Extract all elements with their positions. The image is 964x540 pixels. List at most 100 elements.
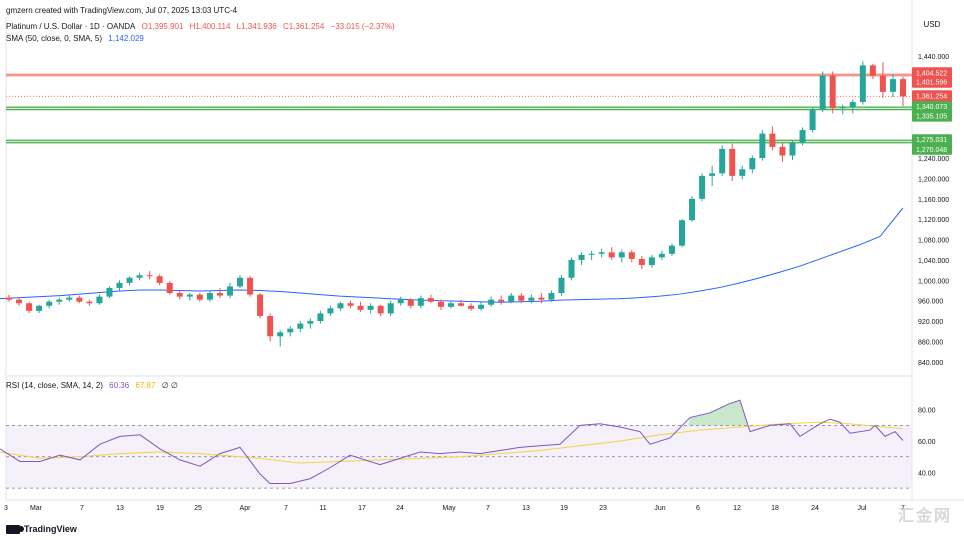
candle-body bbox=[799, 130, 806, 143]
candle-body bbox=[96, 296, 103, 304]
candle-body bbox=[869, 65, 876, 76]
candle-body bbox=[56, 299, 63, 302]
currency-button[interactable]: USD bbox=[923, 20, 941, 29]
time-tick-label: Mar bbox=[30, 505, 43, 512]
price-label-text: 1,340.073 bbox=[916, 104, 947, 111]
candle-body bbox=[568, 259, 575, 278]
candle-body bbox=[16, 299, 23, 304]
candle-body bbox=[538, 297, 545, 300]
price-label-text: 1,404.522 bbox=[916, 70, 947, 77]
price-label-text: 1,401.596 bbox=[916, 80, 947, 87]
price-label-bg bbox=[912, 143, 952, 155]
price-label-text: 1,335.105 bbox=[916, 114, 947, 121]
candle-body bbox=[6, 297, 12, 300]
candle-body bbox=[176, 293, 183, 297]
price-tick-label: 1,200.000 bbox=[918, 176, 949, 183]
candle-body bbox=[498, 299, 505, 302]
time-tick-label: 19 bbox=[156, 505, 164, 512]
ohlc-close: C1,361.254 bbox=[282, 22, 325, 31]
candle-body bbox=[839, 107, 846, 109]
brand-text: TradingView bbox=[24, 524, 77, 534]
time-tick-label: 18 bbox=[771, 505, 779, 512]
price-tick-label: 1,040.000 bbox=[918, 258, 949, 265]
symbol-name[interactable]: Platinum / U.S. Dollar · 1D · OANDA bbox=[6, 22, 136, 31]
candle-body bbox=[658, 253, 665, 258]
price-label-bg bbox=[912, 101, 952, 113]
symbol-header: Platinum / U.S. Dollar · 1D · OANDA O1,3… bbox=[6, 22, 399, 32]
candle-body bbox=[548, 293, 555, 300]
candle-body bbox=[337, 303, 344, 309]
rsi-legend[interactable]: RSI (14, close, SMA, 14, 2) 60.36 67.87 … bbox=[6, 381, 182, 391]
candle-body bbox=[146, 275, 153, 277]
time-tick-label: Jun bbox=[654, 505, 665, 512]
time-tick-label: 25 bbox=[194, 505, 202, 512]
candle-body bbox=[528, 297, 535, 301]
candle-body bbox=[367, 305, 374, 310]
candle-body bbox=[809, 109, 816, 131]
candle-body bbox=[889, 79, 896, 92]
candle-body bbox=[679, 220, 686, 246]
candle-body bbox=[377, 305, 384, 314]
candle-body bbox=[588, 253, 595, 255]
candle-body bbox=[106, 287, 113, 297]
candle-body bbox=[86, 301, 93, 304]
candle-body bbox=[317, 313, 324, 322]
sma-legend[interactable]: SMA (50, close, 0, SMA, 5) 1,142.029 bbox=[6, 34, 148, 44]
tradingview-icon bbox=[6, 524, 24, 534]
price-tick-label: 1,080.000 bbox=[918, 238, 949, 245]
watermark: 汇金网 bbox=[897, 508, 952, 525]
candle-body bbox=[186, 294, 193, 297]
price-label-text: 1,361.254 bbox=[916, 93, 947, 100]
time-tick-label: 7 bbox=[486, 505, 490, 512]
candle-body bbox=[618, 252, 625, 258]
candle-body bbox=[247, 277, 254, 295]
time-tick-label: 24 bbox=[396, 505, 404, 512]
rsi-tick-label: 60.00 bbox=[918, 439, 936, 446]
candle-body bbox=[668, 245, 675, 254]
zone-band bbox=[6, 107, 912, 110]
candle-body bbox=[699, 175, 706, 199]
price-label-text: 1,275.031 bbox=[916, 137, 947, 144]
rsi-tick-label: 80.00 bbox=[918, 408, 936, 415]
candle-body bbox=[26, 303, 33, 311]
candle-body bbox=[417, 298, 424, 306]
rsi-line bbox=[0, 399, 904, 484]
ohlc-low: L1,341.936 bbox=[236, 22, 277, 31]
sma-line bbox=[0, 207, 904, 303]
candle-body bbox=[859, 65, 866, 103]
rsi-overbought-fill bbox=[688, 400, 748, 426]
candle-body bbox=[578, 254, 585, 260]
zone-band bbox=[6, 74, 912, 76]
rsi-tick-label: 40.00 bbox=[918, 470, 936, 477]
chart-credit: gmzern created with TradingView.com, Jul… bbox=[6, 6, 238, 15]
time-tick-label: 23 bbox=[599, 505, 607, 512]
candle-body bbox=[196, 294, 203, 300]
candle-body bbox=[257, 294, 264, 316]
candle-body bbox=[458, 303, 465, 306]
rsi-extra: ∅ ∅ bbox=[161, 381, 178, 390]
price-tick-label: 1,240.000 bbox=[918, 156, 949, 163]
candle-body bbox=[558, 277, 565, 294]
candle-body bbox=[267, 315, 274, 337]
candle-body bbox=[709, 173, 716, 176]
rsi-label: RSI (14, close, SMA, 14, 2) bbox=[6, 381, 103, 390]
candle-body bbox=[478, 304, 485, 309]
time-tick-label: 3 bbox=[4, 505, 8, 512]
candle-body bbox=[518, 295, 525, 301]
candle-body bbox=[156, 276, 163, 283]
price-tick-label: 1,120.000 bbox=[918, 217, 949, 224]
candle-body bbox=[407, 299, 414, 306]
tradingview-logo[interactable]: TradingView bbox=[6, 524, 77, 534]
candle-body bbox=[437, 301, 444, 307]
time-tick-label: 7 bbox=[80, 505, 84, 512]
ohlc-change: −33.015 (−2.37%) bbox=[330, 22, 395, 31]
time-tick-label: 13 bbox=[116, 505, 124, 512]
time-tick-label: 6 bbox=[696, 505, 700, 512]
rsi-value: 60.36 bbox=[109, 381, 130, 390]
candle-body bbox=[829, 75, 836, 109]
candle-body bbox=[789, 142, 796, 156]
candle-body bbox=[116, 282, 123, 288]
candle-body bbox=[287, 328, 294, 333]
time-tick-label: May bbox=[442, 505, 456, 512]
